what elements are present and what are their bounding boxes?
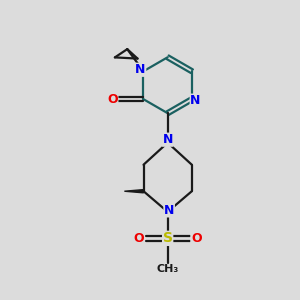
Text: CH₃: CH₃ bbox=[157, 264, 179, 274]
Polygon shape bbox=[124, 190, 143, 193]
Text: O: O bbox=[134, 232, 144, 245]
Text: N: N bbox=[164, 204, 174, 217]
Text: N: N bbox=[190, 94, 201, 107]
Text: N: N bbox=[135, 63, 146, 76]
Text: S: S bbox=[163, 231, 173, 245]
Text: O: O bbox=[107, 93, 118, 106]
Text: O: O bbox=[191, 232, 202, 245]
Text: N: N bbox=[163, 133, 173, 146]
